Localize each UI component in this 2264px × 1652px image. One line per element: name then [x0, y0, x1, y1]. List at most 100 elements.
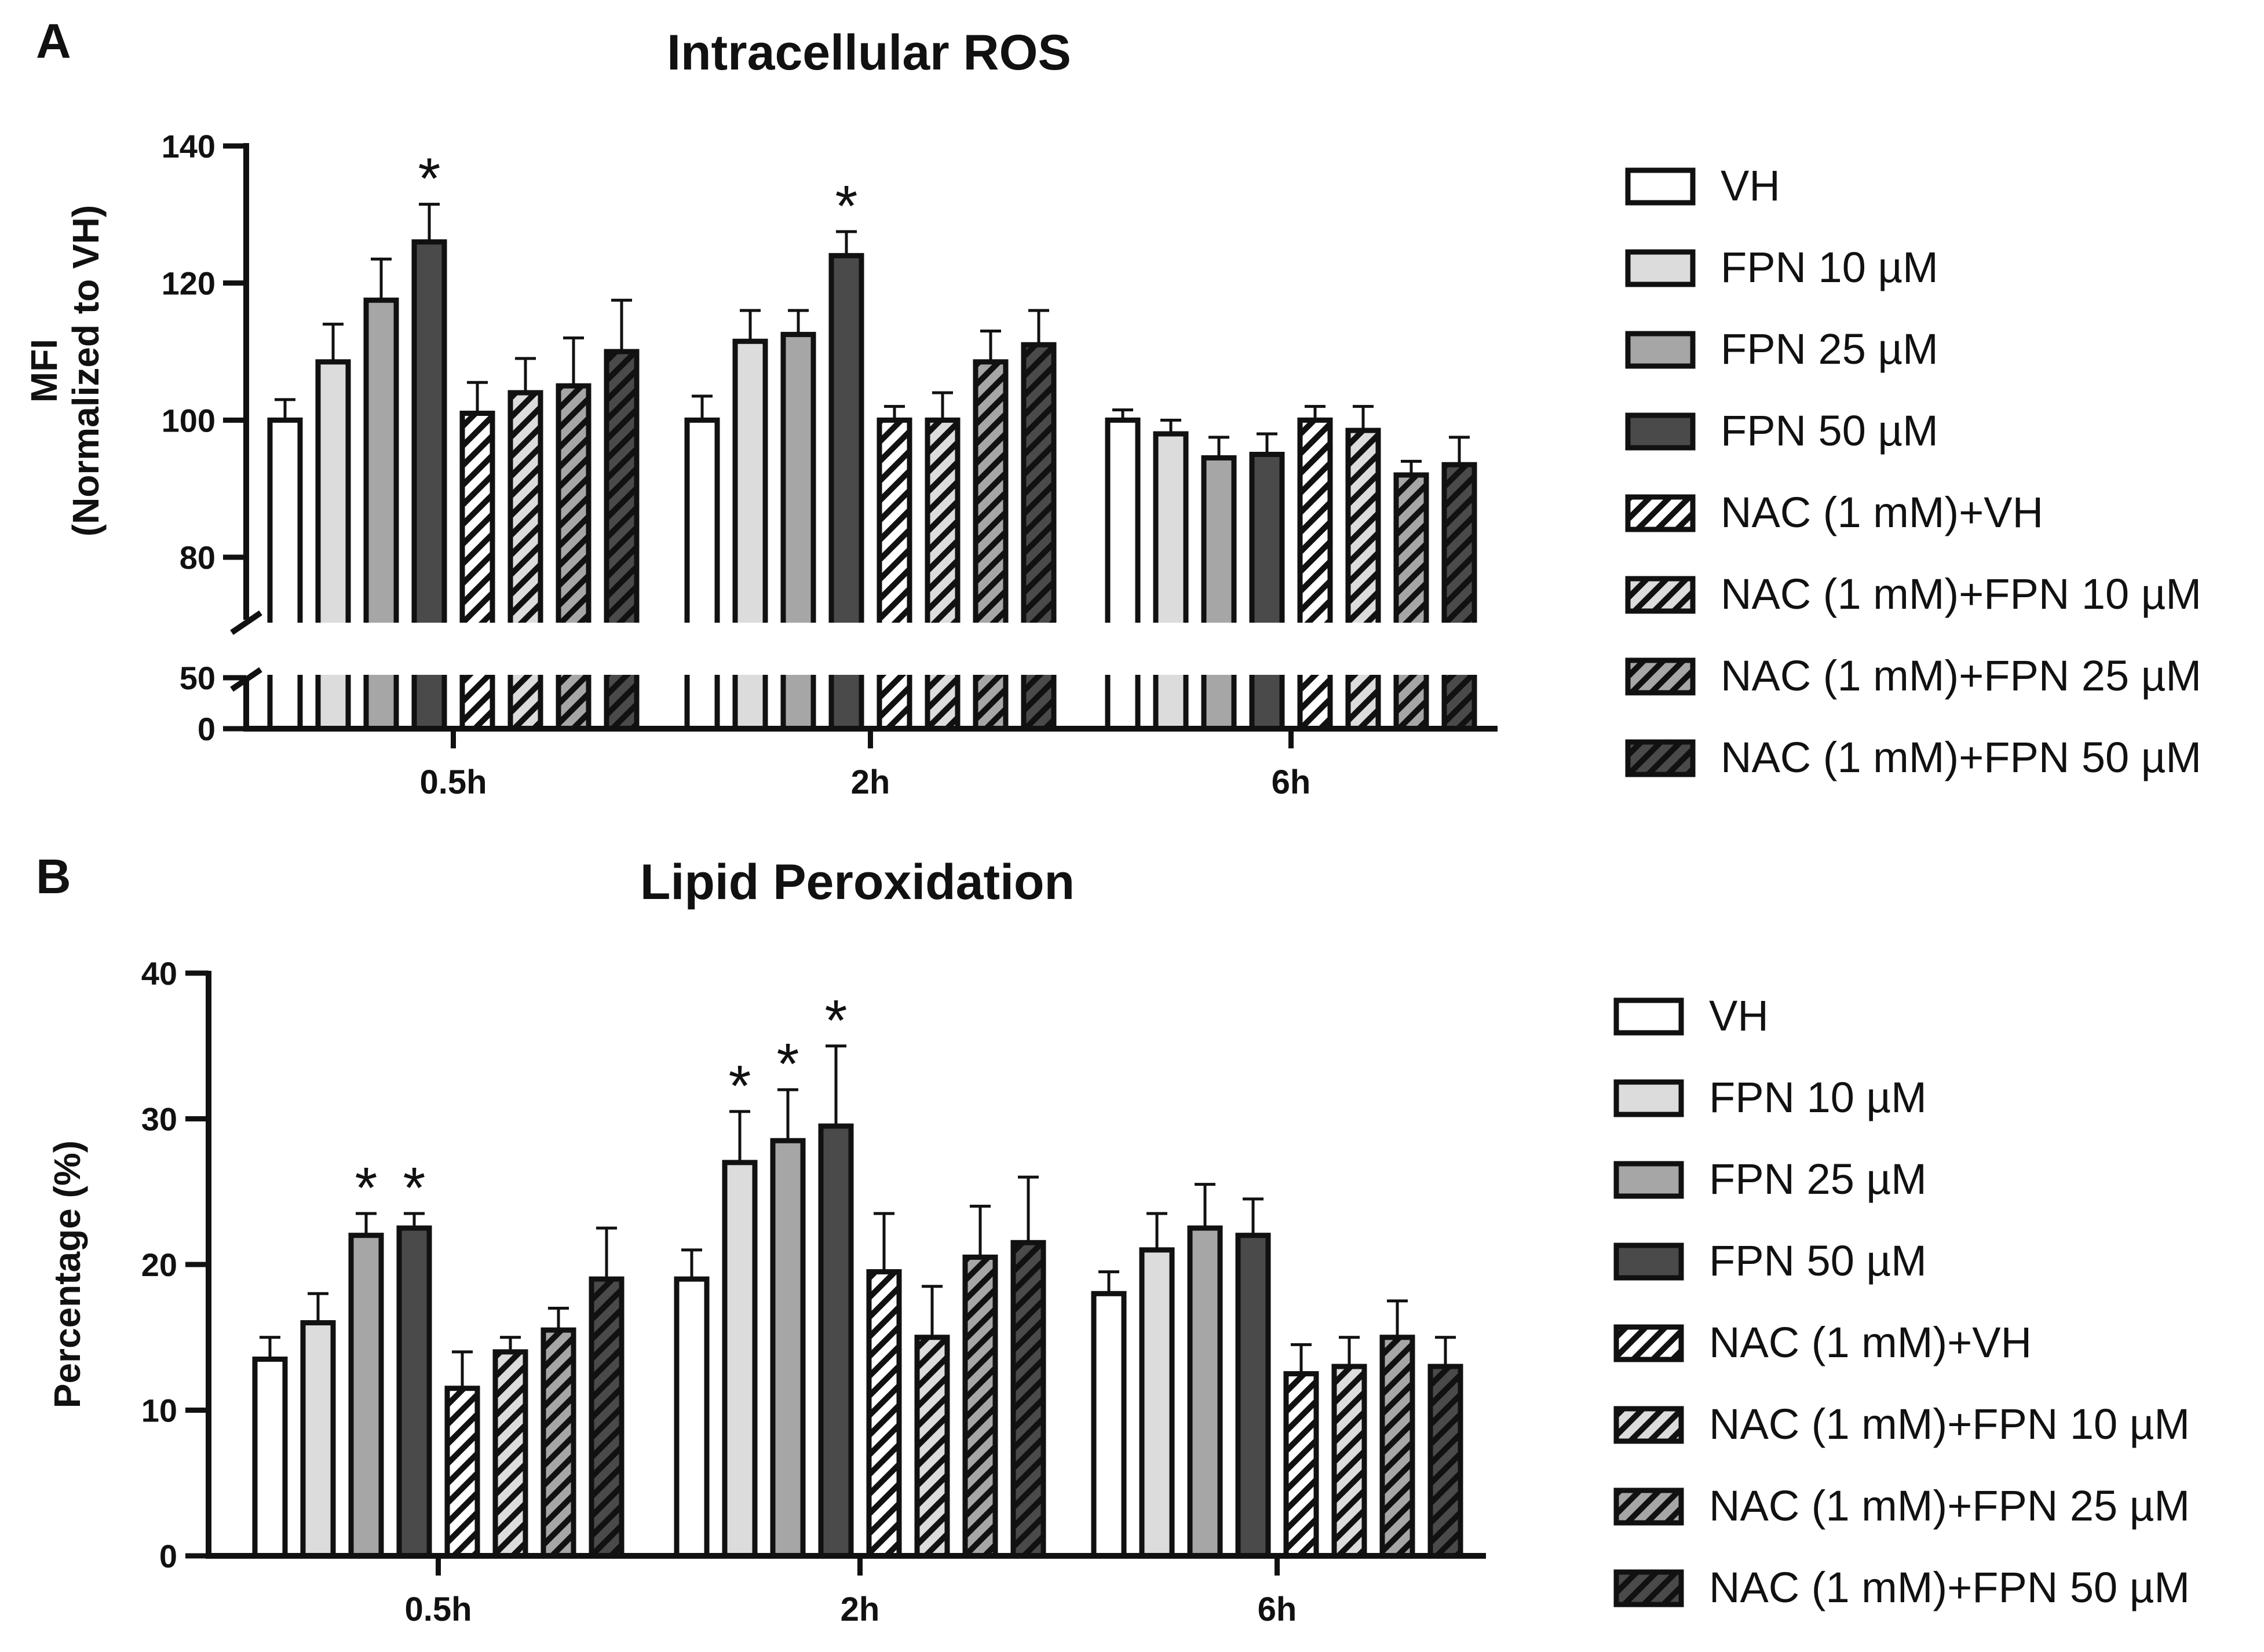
a-bar-nac-1-mm-vh-0-5h: [459, 411, 495, 732]
b-legend-swatch-vh: [1613, 997, 1684, 1036]
a-x-label-2h: 2h: [851, 763, 890, 801]
a-bar-nac-1-mm-fpn-25-um-0-5h: [556, 383, 591, 732]
b-bar-fpn-25-um-2h: [770, 1138, 806, 1559]
a-bar-vh-2h: [684, 417, 720, 732]
b-legend-label-nac-1-mm-fpn-10-um: NAC (1 mM)+FPN 10 µM: [1709, 1400, 2190, 1448]
a-significance-star-fpn-50-um-2h: *: [835, 174, 858, 239]
a-bar-nac-1-mm-fpn-10-um-0-5h: [507, 390, 543, 732]
b-legend-label-vh: VH: [1709, 992, 1769, 1040]
a-y-tick-label-120: 120: [162, 265, 216, 302]
b-bar-nac-1-mm-fpn-10-um-0-5h: [492, 1349, 528, 1559]
b-bar-fpn-25-um-6h: [1187, 1225, 1223, 1559]
b-bar-nac-1-mm-fpn-25-um-0-5h: [541, 1327, 576, 1559]
a-bar-nac-1-mm-vh-6h: [1297, 417, 1333, 732]
a-legend-swatch-fpn-50-um: [1625, 412, 1696, 451]
a-axis-break-band: [220, 623, 1512, 675]
b-bar-fpn-10-um-0-5h: [300, 1320, 336, 1559]
b-bar-nac-1-mm-fpn-50-um-0-5h: [589, 1276, 625, 1559]
b-y-tick-label-0: 0: [159, 1538, 177, 1574]
b-x-label-0-5h: 0.5h: [404, 1591, 472, 1628]
a-bar-nac-1-mm-vh-2h: [877, 417, 912, 732]
a-axis-break-mark-upper: [230, 610, 262, 635]
panel-b-chart: * * * * * 0.5h 2h 6h 0 10 20 30 40 VH FPN 10 µM FPN 25 …: [141, 955, 2190, 1628]
a-legend-swatch-fpn-10-um: [1625, 249, 1696, 287]
b-legend-swatch-nac-1-mm-fpn-25-um: [1613, 1487, 1684, 1526]
b-bar-nac-1-mm-fpn-50-um-2h: [1010, 1240, 1046, 1559]
b-legend-swatch-fpn-25-um: [1613, 1161, 1684, 1199]
a-bar-vh-0-5h: [267, 417, 303, 732]
b-bar-nac-1-mm-fpn-25-um-6h: [1379, 1335, 1415, 1559]
a-bar-nac-1-mm-fpn-10-um-2h: [925, 417, 961, 732]
panel-a-chart: * * 0.5h 2h 6h 80 100 120 140 0 50 VH FPN 10 µM FPN 2…: [162, 128, 2201, 801]
a-y-tick-label-80: 80: [180, 539, 216, 576]
a-legend-swatch-vh: [1625, 167, 1696, 206]
a-y-tick-label-140: 140: [162, 128, 216, 165]
a-y-tick-label-50: 50: [180, 660, 216, 696]
b-legend-label-fpn-10-um: FPN 10 µM: [1709, 1073, 1927, 1121]
a-legend-label-fpn-10-um: FPN 10 µM: [1721, 243, 1938, 291]
b-x-label-6h: 6h: [1258, 1591, 1297, 1628]
b-bar-fpn-25-um-0-5h: [348, 1233, 384, 1559]
b-legend-swatch-fpn-10-um: [1613, 1079, 1684, 1117]
b-legend-label-fpn-25-um: FPN 25 µM: [1709, 1155, 1927, 1203]
a-y-tick-label-100: 100: [162, 402, 216, 438]
b-legend-swatch-nac-1-mm-vh: [1613, 1324, 1684, 1362]
a-legend-swatch-nac-1-mm-fpn-10-um: [1625, 576, 1696, 614]
b-significance-star-fpn-25-um-2h: *: [777, 1032, 799, 1097]
a-legend-label-nac-1-mm-vh: NAC (1 mM)+VH: [1721, 488, 2043, 536]
a-legend-swatch-fpn-25-um: [1625, 331, 1696, 369]
a-legend-label-nac-1-mm-fpn-50-um: NAC (1 mM)+FPN 50 µM: [1721, 733, 2201, 781]
b-bar-fpn-50-um-6h: [1235, 1233, 1271, 1559]
a-legend-label-nac-1-mm-fpn-25-um: NAC (1 mM)+FPN 25 µM: [1721, 652, 2201, 700]
a-legend-swatch-nac-1-mm-fpn-50-um: [1625, 739, 1696, 777]
b-legend-swatch-fpn-50-um: [1613, 1242, 1684, 1281]
b-bar-fpn-50-um-2h: [818, 1123, 854, 1559]
a-legend-swatch-nac-1-mm-vh: [1625, 494, 1696, 532]
b-y-tick-label-30: 30: [141, 1101, 177, 1138]
a-bar-fpn-25-um-6h: [1201, 455, 1237, 732]
a-bar-nac-1-mm-fpn-25-um-6h: [1393, 472, 1429, 732]
b-legend-label-fpn-50-um: FPN 50 µM: [1709, 1237, 1927, 1285]
a-y-tick-label-0: 0: [198, 711, 216, 747]
a-x-label-6h: 6h: [1272, 763, 1311, 801]
b-bar-nac-1-mm-vh-6h: [1283, 1371, 1319, 1559]
a-bar-fpn-50-um-6h: [1249, 452, 1285, 732]
panel-b-title: Lipid Peroxidation: [640, 854, 1075, 910]
b-bar-vh-6h: [1091, 1291, 1127, 1559]
b-x-label-2h: 2h: [841, 1591, 880, 1628]
a-legend-label-fpn-50-um: FPN 50 µM: [1721, 407, 1938, 455]
b-bar-vh-0-5h: [252, 1356, 288, 1559]
b-y-tick-label-40: 40: [141, 955, 177, 992]
b-bar-nac-1-mm-fpn-25-um-2h: [962, 1254, 998, 1559]
a-legend-label-vh: VH: [1721, 162, 1780, 210]
b-bar-nac-1-mm-vh-2h: [866, 1269, 902, 1559]
a-bar-vh-6h: [1105, 417, 1141, 732]
b-legend-label-nac-1-mm-fpn-50-um: NAC (1 mM)+FPN 50 µM: [1709, 1563, 2190, 1611]
b-bar-vh-2h: [674, 1276, 710, 1559]
b-y-tick-label-20: 20: [141, 1247, 177, 1283]
a-bar-nac-1-mm-fpn-10-um-6h: [1345, 427, 1381, 732]
b-bar-fpn-10-um-2h: [722, 1160, 758, 1559]
b-bar-fpn-10-um-6h: [1139, 1247, 1175, 1559]
a-legend-swatch-nac-1-mm-fpn-25-um: [1625, 657, 1696, 696]
a-bar-fpn-10-um-6h: [1153, 431, 1189, 732]
a-bar-nac-1-mm-fpn-50-um-6h: [1441, 462, 1477, 732]
panel-a-ylabel-line1: MFI: [23, 339, 65, 403]
a-legend-label-fpn-25-um: FPN 25 µM: [1721, 325, 1938, 373]
panel-a-letter: A: [36, 14, 71, 68]
b-significance-star-fpn-25-um-0-5h: *: [355, 1156, 378, 1220]
panel-a-title: Intracellular ROS: [667, 25, 1071, 81]
a-legend-label-nac-1-mm-fpn-10-um: NAC (1 mM)+FPN 10 µM: [1721, 570, 2201, 618]
b-significance-star-fpn-50-um-2h: *: [825, 988, 848, 1053]
b-legend-label-nac-1-mm-fpn-25-um: NAC (1 mM)+FPN 25 µM: [1709, 1482, 2190, 1530]
b-bar-nac-1-mm-fpn-50-um-6h: [1427, 1364, 1463, 1559]
b-significance-star-fpn-10-um-2h: *: [729, 1054, 751, 1119]
b-y-tick-label-10: 10: [141, 1392, 177, 1429]
b-legend-swatch-nac-1-mm-fpn-50-um: [1613, 1569, 1684, 1607]
a-significance-star-fpn-50-um-0-5h: *: [418, 147, 441, 211]
panel-b-letter: B: [36, 849, 71, 904]
b-bar-nac-1-mm-vh-0-5h: [444, 1386, 480, 1559]
panel-b-ylabel: Percentage (%): [46, 1141, 88, 1408]
b-bar-nac-1-mm-fpn-10-um-6h: [1331, 1364, 1367, 1559]
